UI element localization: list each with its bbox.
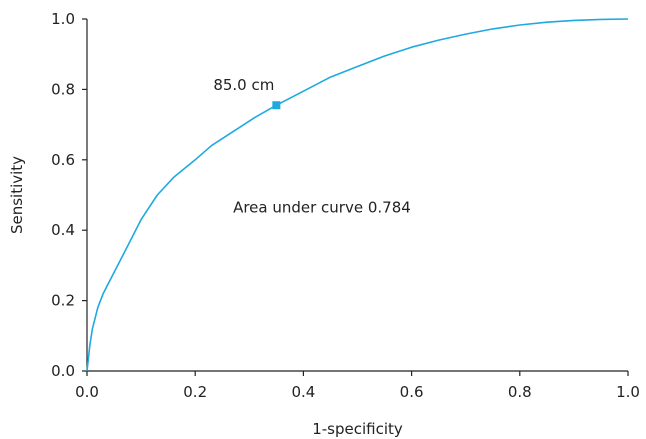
marker-group [272, 101, 281, 110]
x-tick-label: 0.2 [183, 383, 207, 401]
x-tick-label: 0.6 [400, 383, 424, 401]
y-tick-label: 1.0 [51, 10, 75, 28]
x-tick-label: 0.4 [291, 383, 315, 401]
series-group [86, 18, 629, 372]
y-tick-label: 0.4 [51, 221, 75, 239]
y-tick-label: 0.2 [51, 292, 75, 310]
cutoff-point-marker [272, 101, 281, 110]
y-tick-label: 0.6 [51, 151, 75, 169]
y-tick-label: 0.0 [51, 362, 75, 380]
y-axis-label: Sensitivity [8, 156, 26, 234]
x-ticks: 0.0 0.2 0.4 0.6 0.8 1.0 [75, 371, 640, 401]
y-ticks: 0.0 0.2 0.4 0.6 0.8 1.0 [51, 10, 87, 380]
y-tick-label: 0.8 [51, 80, 75, 98]
x-tick-label: 0.8 [508, 383, 532, 401]
axes [86, 19, 628, 372]
x-axis-label: 1-specificity [312, 420, 403, 438]
x-tick-label: 1.0 [616, 383, 640, 401]
roc-curve-line [86, 18, 629, 372]
cutoff-label: 85.0 cm [213, 76, 274, 94]
auc-annotation: Area under curve 0.784 [233, 199, 411, 217]
x-tick-label: 0.0 [75, 383, 99, 401]
